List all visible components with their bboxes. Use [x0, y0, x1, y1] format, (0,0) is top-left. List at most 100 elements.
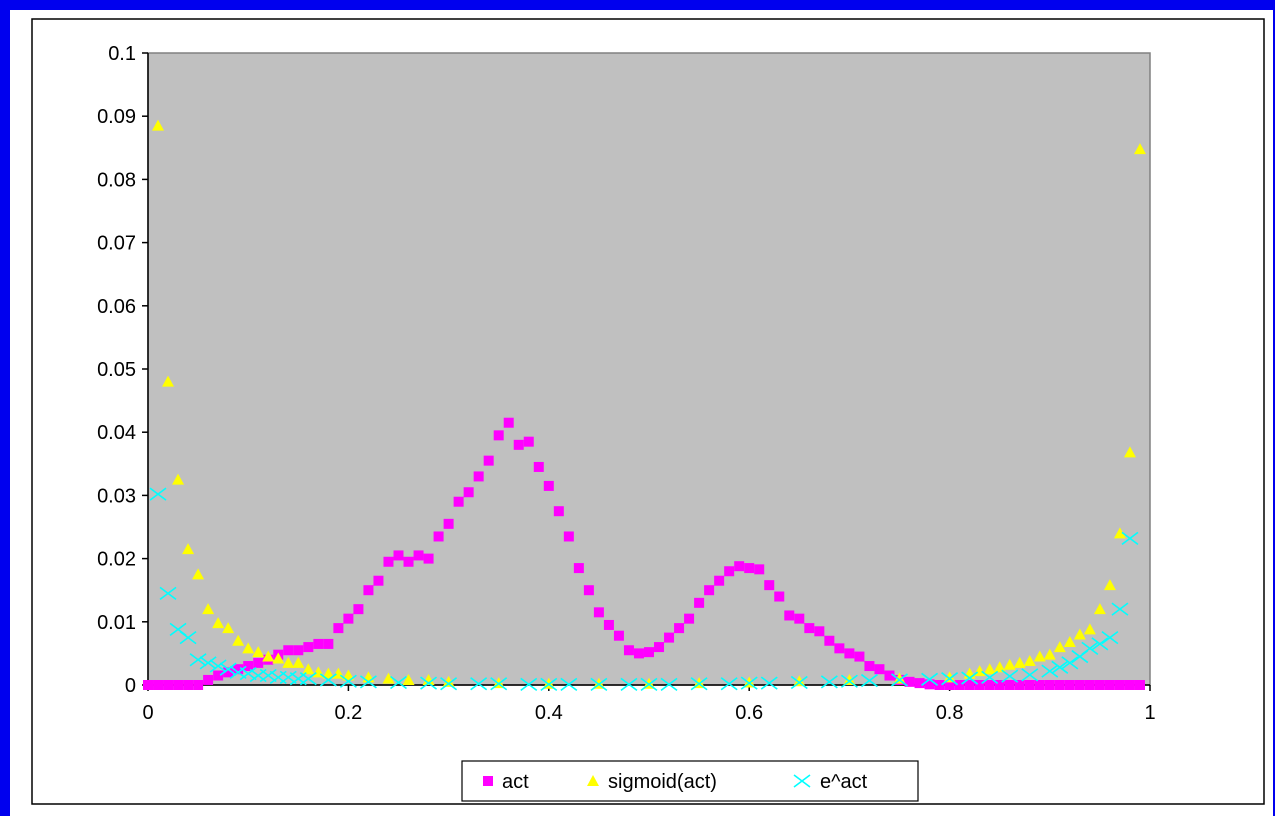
- data-point: [943, 671, 956, 683]
- x-tick-label: 0.6: [735, 702, 763, 724]
- data-point: [199, 656, 217, 670]
- data-point: [299, 672, 317, 686]
- data-point: [720, 677, 738, 691]
- x-marker-stroke: [420, 676, 438, 690]
- chart-frame: 0 0.01 0.02 0.03 0.04 0.05 0.06 0.07 0.08 0.09 0.1…: [10, 10, 1273, 816]
- data-point: [323, 638, 334, 649]
- data-point: [282, 656, 295, 668]
- data-point: [694, 597, 705, 608]
- data-point: [189, 653, 207, 667]
- x-marker-stroke: [189, 653, 207, 667]
- data-point: [760, 676, 778, 690]
- legend-item: sigmoid(act): [587, 771, 717, 793]
- data-point: [724, 566, 735, 577]
- x-marker-stroke: [1001, 669, 1019, 683]
- data-point: [1124, 680, 1135, 690]
- data-point: [420, 676, 438, 690]
- data-point: [854, 651, 865, 662]
- legend-marker: [793, 774, 811, 788]
- x-marker-stroke: [299, 672, 317, 686]
- data-point: [422, 673, 435, 685]
- data-point: [1083, 623, 1096, 635]
- data-point: [764, 580, 775, 591]
- data-point: [520, 677, 538, 692]
- data-point: [1061, 656, 1079, 670]
- data-point: [1104, 680, 1115, 690]
- data-point: [179, 630, 197, 645]
- data-point: [1001, 669, 1019, 683]
- data-point: [704, 585, 715, 596]
- data-point: [734, 561, 745, 572]
- legend: act sigmoid(act) e^act: [461, 760, 919, 802]
- data-point: [172, 473, 185, 485]
- data-point: [1063, 636, 1076, 648]
- data-point: [192, 568, 205, 580]
- y-tick-label: 0.08: [97, 169, 136, 191]
- data-point: [784, 610, 795, 621]
- chart: 0 0.01 0.02 0.03 0.04 0.05 0.06 0.07 0.08 0.09 0.1…: [31, 18, 1265, 805]
- data-point: [740, 676, 758, 690]
- data-point: [891, 673, 908, 687]
- data-point: [272, 652, 285, 664]
- data-point: [473, 471, 484, 482]
- data-point: [163, 680, 174, 690]
- data-point: [402, 673, 415, 685]
- data-point: [613, 630, 624, 641]
- data-point: [242, 642, 255, 654]
- legend-item: e^act: [793, 771, 868, 793]
- x-marker-stroke: [1061, 656, 1079, 670]
- data-point: [654, 642, 665, 653]
- data-point: [1043, 648, 1056, 660]
- y-tick-label: 0.07: [97, 233, 136, 255]
- x-marker-stroke: [359, 675, 377, 689]
- data-point: [209, 659, 227, 673]
- data-point: [253, 657, 264, 668]
- data-point: [173, 680, 184, 690]
- x-marker-stroke: [740, 676, 758, 690]
- x-marker-stroke: [540, 677, 558, 692]
- data-point: [603, 619, 614, 630]
- data-point: [1133, 143, 1146, 155]
- data-point: [560, 677, 578, 692]
- x-marker-stroke: [860, 673, 878, 688]
- data-point: [440, 677, 458, 691]
- data-point: [433, 531, 444, 542]
- data-point: [993, 661, 1006, 673]
- data-point: [1103, 579, 1116, 591]
- data-point: [563, 531, 574, 542]
- data-point: [1053, 641, 1066, 653]
- data-point: [623, 645, 634, 656]
- x-marker-stroke: [660, 677, 678, 692]
- data-point: [393, 550, 404, 561]
- data-point: [994, 680, 1005, 690]
- x-marker-stroke: [219, 662, 237, 676]
- data-point: [1004, 680, 1015, 690]
- data-point: [1034, 680, 1045, 690]
- series-e-act: [149, 487, 1139, 692]
- data-point: [1073, 628, 1086, 640]
- data-point: [222, 622, 235, 634]
- data-point: [1114, 680, 1125, 690]
- data-point: [820, 675, 838, 689]
- data-point: [553, 506, 564, 517]
- legend-item: act: [483, 771, 529, 793]
- data-point: [1054, 680, 1065, 690]
- x-marker-stroke: [209, 659, 227, 673]
- data-point: [239, 666, 257, 681]
- data-point: [383, 556, 394, 567]
- data-point: [893, 672, 906, 684]
- legend-marker: [587, 775, 599, 786]
- data-point: [1121, 531, 1139, 546]
- data-point: [583, 585, 594, 596]
- x-marker-stroke: [229, 665, 247, 679]
- data-point: [202, 603, 215, 615]
- x-marker-stroke: [1101, 630, 1119, 645]
- data-point: [1101, 630, 1119, 645]
- x-marker-stroke: [1051, 660, 1069, 674]
- x-marker-stroke: [1091, 637, 1109, 651]
- data-point: [503, 417, 514, 428]
- x-marker-stroke: [339, 674, 357, 688]
- data-point: [219, 662, 237, 676]
- x-marker-stroke: [149, 487, 167, 501]
- data-point: [232, 634, 245, 646]
